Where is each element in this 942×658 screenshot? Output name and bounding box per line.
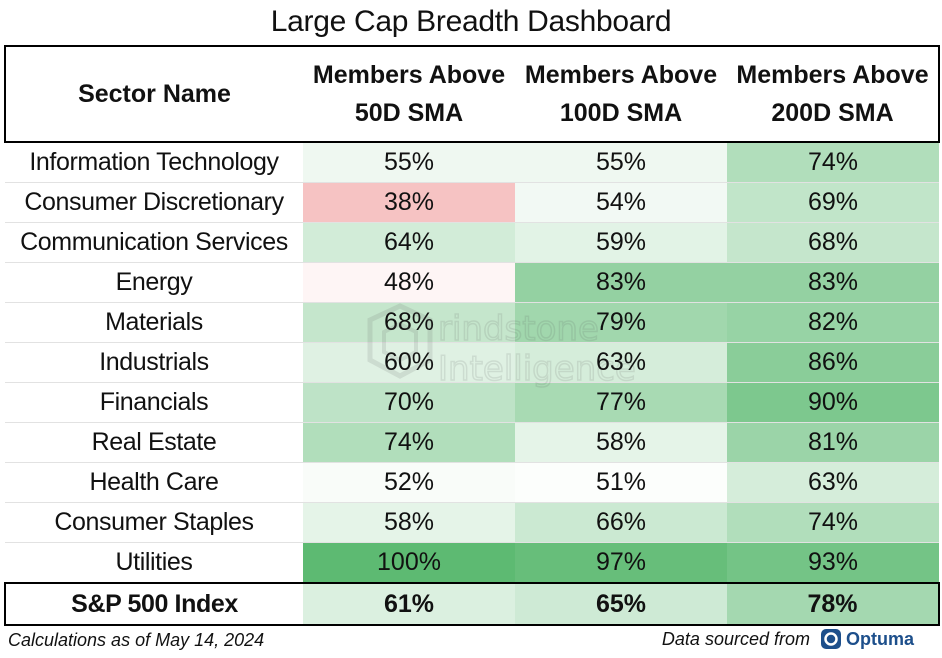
table-row: Financials 70% 77% 90% xyxy=(5,382,939,423)
table-row: Consumer Staples 58% 66% 74% xyxy=(5,502,939,543)
pct-above-100d-cell: 58% xyxy=(515,422,727,463)
table-row: Information Technology 55% 55% 74% xyxy=(5,142,939,183)
pct-above-50d-cell: 74% xyxy=(303,422,515,463)
pct-above-50d-cell: 100% xyxy=(303,542,515,584)
pct-above-200d-cell: 78% xyxy=(727,582,940,626)
sector-name-cell: Health Care xyxy=(5,462,303,503)
pct-above-50d-cell: 61% xyxy=(303,582,515,626)
pct-above-200d-cell: 93% xyxy=(727,542,939,584)
table-row: Real Estate 74% 58% 81% xyxy=(5,422,939,463)
pct-above-100d-cell: 83% xyxy=(515,262,727,303)
data-source-label: Data sourced from xyxy=(661,628,810,649)
pct-above-100d-cell: 66% xyxy=(515,502,727,543)
pct-above-200d-cell: 68% xyxy=(727,222,939,263)
data-source-note: Data sourced from Optuma xyxy=(662,628,914,650)
pct-above-200d-cell: 69% xyxy=(727,182,939,223)
sector-name-cell: Consumer Discretionary xyxy=(5,182,303,223)
pct-above-50d-cell: 68% xyxy=(303,302,515,343)
pct-above-200d-cell: 81% xyxy=(727,422,939,463)
sector-name-cell: S&P 500 Index xyxy=(4,582,303,626)
sector-name-cell: Materials xyxy=(5,302,303,343)
sector-name-cell: Communication Services xyxy=(5,222,303,263)
pct-above-100d-cell: 55% xyxy=(515,142,727,183)
pct-above-200d-cell: 63% xyxy=(727,462,939,503)
header-50d-sma: Members Above 50D SMA xyxy=(303,45,515,143)
pct-above-100d-cell: 97% xyxy=(515,542,727,584)
header-200d-sma: Members Above 200D SMA xyxy=(727,45,940,143)
pct-above-100d-cell: 51% xyxy=(515,462,727,503)
table-row: Communication Services 64% 59% 68% xyxy=(5,222,939,263)
pct-above-100d-cell: 77% xyxy=(515,382,727,423)
sector-name-cell: Energy xyxy=(5,262,303,303)
pct-above-50d-cell: 55% xyxy=(303,142,515,183)
pct-above-100d-cell: 79% xyxy=(515,302,727,343)
pct-above-50d-cell: 48% xyxy=(303,262,515,303)
pct-above-100d-cell: 63% xyxy=(515,342,727,383)
pct-above-50d-cell: 38% xyxy=(303,182,515,223)
pct-above-50d-cell: 60% xyxy=(303,342,515,383)
table-row: Consumer Discretionary 38% 54% 69% xyxy=(5,182,939,223)
optuma-logo: Optuma xyxy=(820,628,914,650)
pct-above-100d-cell: 65% xyxy=(515,582,727,626)
pct-above-50d-cell: 52% xyxy=(303,462,515,503)
optuma-icon xyxy=(820,629,841,649)
pct-above-50d-cell: 58% xyxy=(303,502,515,543)
table-row: Industrials 60% 63% 86% xyxy=(5,342,939,383)
pct-above-200d-cell: 74% xyxy=(727,142,939,183)
table-body: Information Technology 55% 55% 74% Consumer … xyxy=(4,142,940,626)
pct-above-50d-cell: 70% xyxy=(303,382,515,423)
table-row: Materials 68% 79% 82% xyxy=(5,302,939,343)
breadth-table-container: Sector Name Members Above 50D SMA Member… xyxy=(4,45,940,626)
sector-name-cell: Financials xyxy=(5,382,303,423)
calculation-date-note: Calculations as of May 14, 2024 xyxy=(8,630,265,650)
pct-above-200d-cell: 90% xyxy=(727,382,939,423)
pct-above-200d-cell: 86% xyxy=(727,342,939,383)
total-row: S&P 500 Index 61% 65% 78% xyxy=(4,582,940,626)
dashboard-title: Large Cap Breadth Dashboard xyxy=(270,5,672,38)
table-row: Utilities 100% 97% 93% xyxy=(5,542,939,584)
pct-above-100d-cell: 59% xyxy=(515,222,727,263)
sector-name-cell: Utilities xyxy=(5,542,303,584)
header-100d-sma: Members Above 100D SMA xyxy=(515,45,727,143)
sector-name-cell: Industrials xyxy=(5,342,303,383)
table-row: Energy 48% 83% 83% xyxy=(5,262,939,303)
sector-name-cell: Information Technology xyxy=(5,142,303,183)
pct-above-100d-cell: 54% xyxy=(515,182,727,223)
table-header: Sector Name Members Above 50D SMA Member… xyxy=(4,45,940,143)
sector-name-cell: Real Estate xyxy=(5,422,303,463)
pct-above-200d-cell: 82% xyxy=(727,302,939,343)
header-sector-name: Sector Name xyxy=(4,45,303,143)
optuma-logo-text: Optuma xyxy=(845,628,914,649)
sector-name-cell: Consumer Staples xyxy=(5,502,303,543)
pct-above-200d-cell: 74% xyxy=(727,502,939,543)
pct-above-200d-cell: 83% xyxy=(727,262,939,303)
breadth-table: Sector Name Members Above 50D SMA Member… xyxy=(4,45,940,626)
pct-above-50d-cell: 64% xyxy=(303,222,515,263)
table-row: Health Care 52% 51% 63% xyxy=(5,462,939,503)
header-row: Sector Name Members Above 50D SMA Member… xyxy=(4,45,940,143)
